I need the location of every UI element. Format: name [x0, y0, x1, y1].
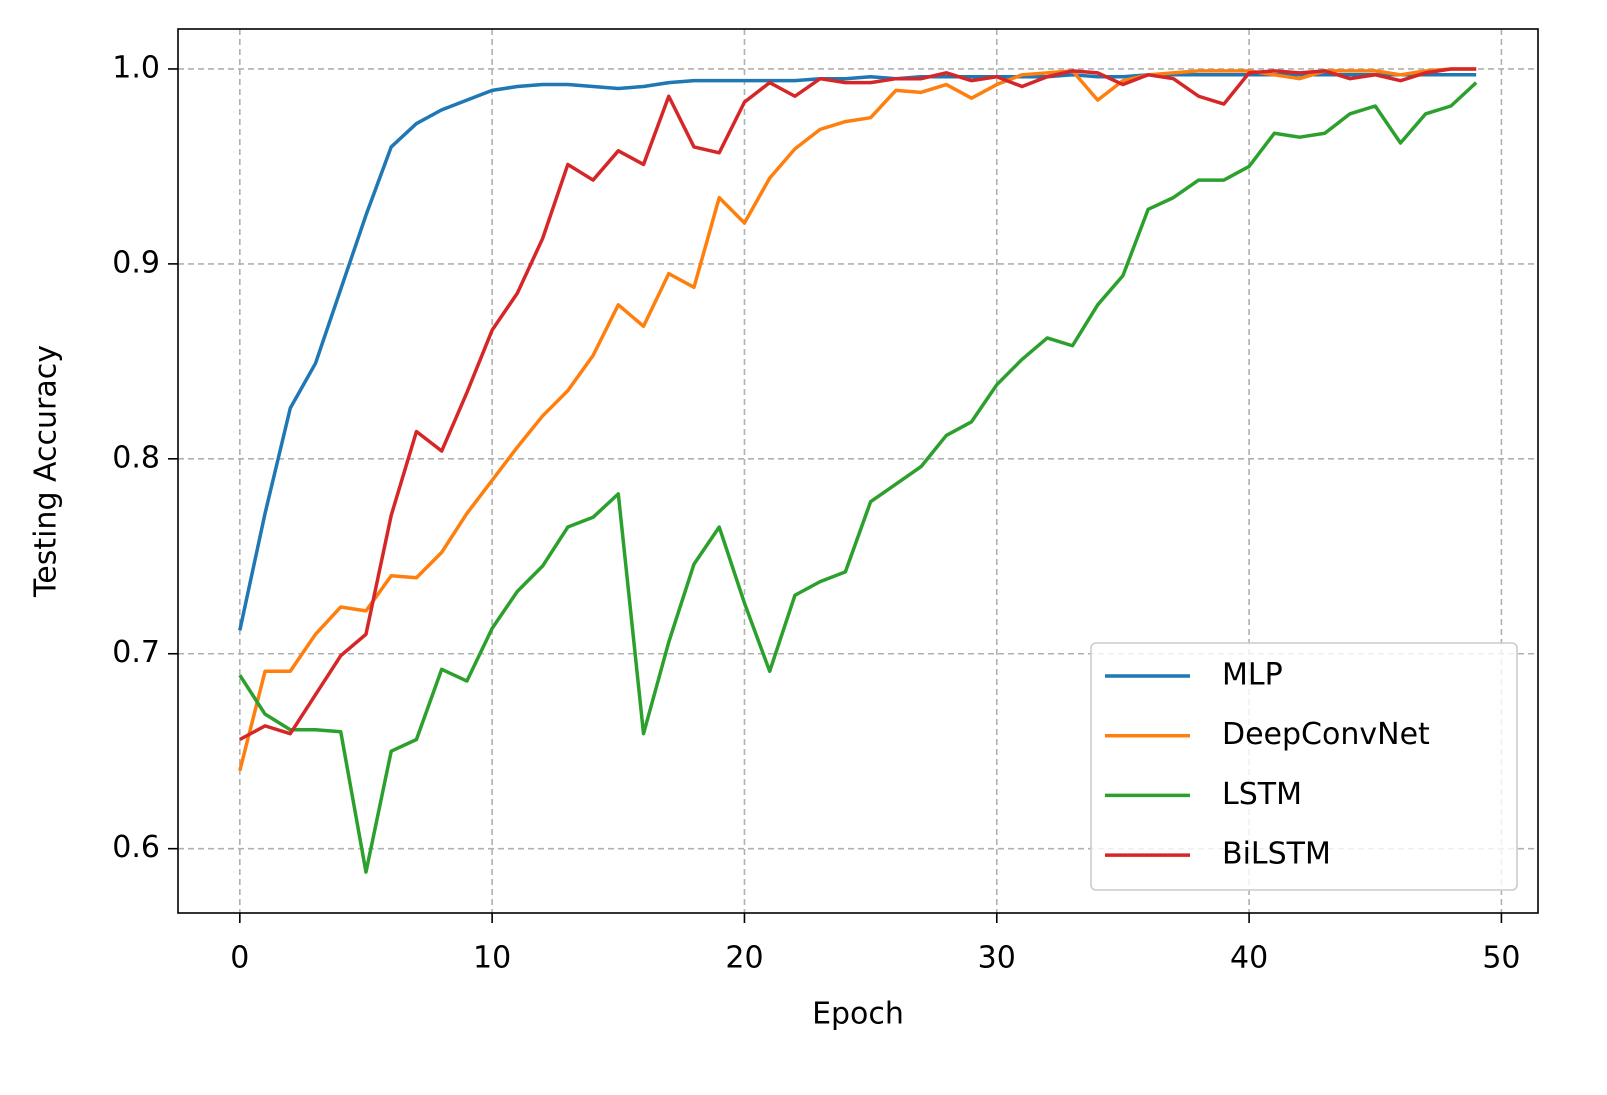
x-tick-label: 50	[1482, 941, 1520, 976]
x-tick-label: 40	[1230, 941, 1268, 976]
y-axis-label: Testing Accuracy	[29, 345, 64, 598]
legend-label: MLP	[1222, 658, 1283, 693]
x-tick-label: 30	[978, 941, 1016, 976]
x-tick-label: 20	[725, 941, 763, 976]
data-line	[238, 81, 1478, 874]
data-line	[238, 67, 1477, 742]
y-tick-label: 0.9	[112, 245, 160, 280]
legend-box	[1090, 642, 1518, 891]
y-tick-label: 0.8	[112, 440, 160, 475]
y-tick-label: 0.6	[112, 830, 160, 865]
legend-label: BiLSTM	[1222, 837, 1331, 872]
legend-label: LSTM	[1222, 777, 1302, 812]
x-tick-label: 0	[230, 941, 249, 976]
x-tick-label: 10	[473, 941, 511, 976]
x-axis-label: Epoch	[812, 997, 904, 1032]
legend-label: DeepConvNet	[1222, 717, 1430, 752]
plot-frame	[177, 28, 1539, 914]
y-tick-label: 1.0	[112, 50, 160, 85]
y-tick-label: 0.7	[112, 635, 160, 670]
data-line	[238, 73, 1477, 631]
data-line	[238, 67, 1477, 772]
